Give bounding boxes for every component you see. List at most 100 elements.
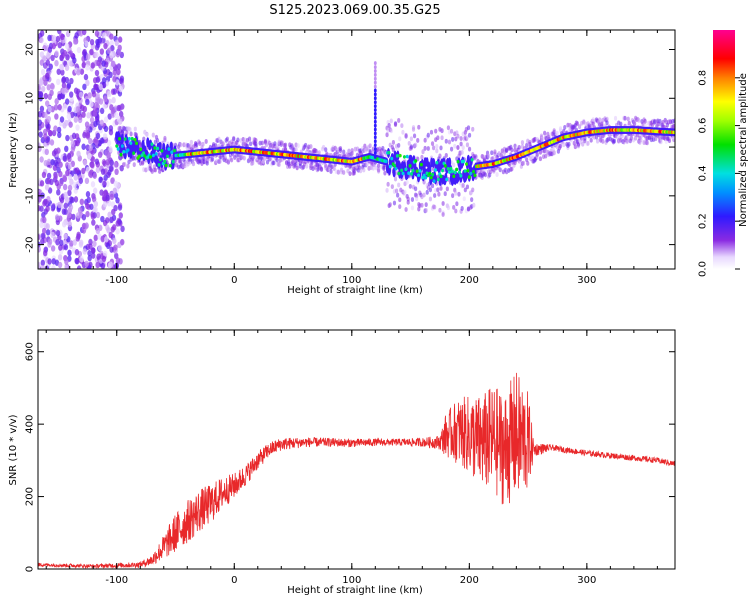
spectrogram-cell [63,243,69,251]
spectrogram-cell [113,180,119,187]
spectrogram-cell [558,126,563,132]
spectrogram-cell [332,166,336,171]
spectrogram-cell [120,238,125,246]
spectrogram-cell [153,167,158,173]
spectrogram-cell [189,139,193,145]
snr-xlabel: Height of straight line (km) [287,585,423,596]
spectrogram-cell [127,136,131,141]
spectrogram-cell [71,132,77,140]
spectrogram-cell [280,140,284,146]
spectrogram-cell [120,225,125,233]
spectrogram-cell [118,85,124,93]
spectrogram-cell [499,152,503,158]
spectrogram-cell [51,258,56,265]
spectrogram-cell [95,166,101,174]
spectrogram-cell [46,115,51,123]
spectrogram-cell [218,159,222,164]
spectrogram-cell [54,98,59,105]
spectrogram-cell [40,85,46,93]
spectrogram-cell [104,149,109,157]
spectrogram-cell [53,104,59,111]
spectrogram-cell [89,48,94,56]
spectrogram-cell [123,161,127,167]
spectrogram-cell [110,177,115,185]
spectrogram-cell [101,77,107,84]
spectrogram-cell [391,140,396,145]
spectrogram-cell [116,147,120,151]
spectrogram-cell [91,252,96,259]
spectrogram-cell [434,128,438,134]
spectrogram-cell [623,115,627,121]
spectrogram-cell [78,91,84,98]
spectrogram-cell [637,117,641,123]
spectrogram-cell [457,170,461,175]
spectrogram-cell [39,51,45,58]
spectrogram-x-tick-label: 100 [342,275,361,286]
spectrogram-cell [82,248,87,255]
spectrogram-cell [426,132,430,138]
spectrogram-cell [47,93,53,100]
spectrogram-cell [150,142,154,146]
spectrogram-cell [510,147,514,153]
spectrogram-cell [462,196,466,202]
spectrogram-cell [126,148,130,152]
spectrogram-cell [109,40,114,47]
spectrogram-cell [89,116,95,124]
spectrogram-cell [66,113,72,120]
spectrogram-cell [431,157,436,168]
spectrogram-cell [51,204,56,211]
spectrogram-cell [572,140,576,146]
colorbar-label: Normalized spectral amplitude [738,73,749,227]
spectrogram-cell [435,160,439,165]
spectrogram-cell [429,175,433,180]
spectrogram-cell [45,229,51,236]
spectrogram-cell [54,59,59,67]
spectrogram-cell [558,143,563,149]
spectrogram-cell [373,150,377,155]
spectrogram-cell [672,130,675,135]
spectrogram-cell [452,204,456,210]
spectrogram-cell [109,33,114,40]
spectrogram-cell [373,96,377,101]
spectrogram-cell [137,154,141,159]
spectrogram-cell [55,35,61,43]
spectrogram-cell [221,141,225,147]
spectrogram-cell [414,159,418,163]
colorbar-tick-label: 0.2 [698,213,709,229]
spectrogram-cell [535,151,539,157]
spectrogram-cell [389,128,393,134]
spectrogram-cell [115,228,120,235]
spectrogram-cell [40,238,45,245]
spectrogram-cell [445,177,449,182]
spectrogram-cell [61,208,67,215]
spectrogram-cell [115,257,121,264]
spectrogram-cell [455,201,459,207]
spectrogram-cell [472,169,476,174]
spectrogram-cell [91,247,96,254]
spectrogram-cell [336,169,341,175]
spectrogram-cell [520,140,525,145]
spectrogram-cell [64,98,70,105]
spectrogram-cell [473,173,477,178]
spectrogram-cell [625,139,629,145]
spectrogram-cell [90,181,96,188]
spectrogram-cell [62,155,67,162]
spectrogram-cell [102,32,107,39]
spectrogram-cell [412,133,417,139]
spectrogram-cell [426,146,430,151]
spectrogram-cell [424,175,428,180]
spectrogram-cell [454,208,458,214]
spectrogram-cell [98,83,103,91]
spectrogram-cell [422,192,426,198]
spectrogram-cell [94,158,100,165]
spectrogram-cell [42,216,47,224]
spectrogram-cell [430,141,435,147]
spectrogram-cell [521,160,526,166]
snr-series-line [38,372,675,569]
spectrogram-cell [64,263,69,269]
spectrogram-cell [119,152,123,157]
spectrogram-cell [396,192,400,198]
spectrogram-cell [198,141,202,146]
spectrogram-cell [411,168,415,173]
spectrogram-cell [43,249,48,257]
